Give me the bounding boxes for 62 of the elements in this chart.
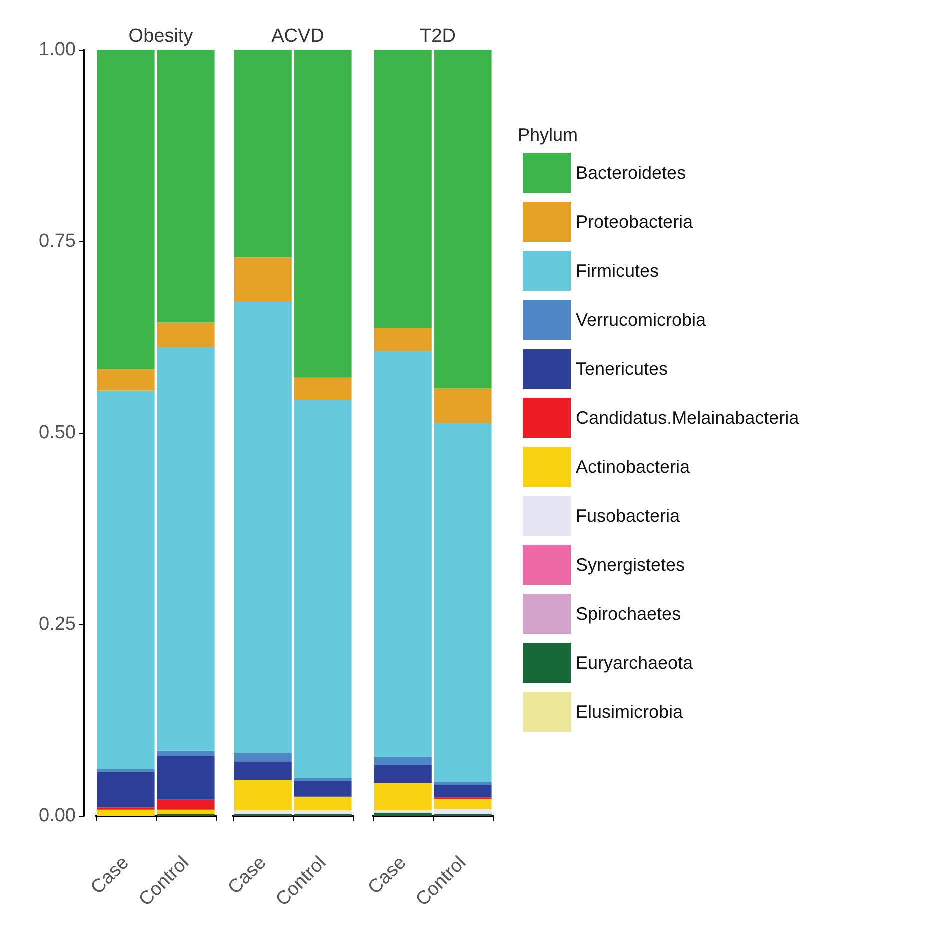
bar: [374, 757, 432, 766]
bar: [374, 351, 432, 758]
bar: [157, 50, 215, 323]
y-tick-label: 0.25: [39, 614, 76, 635]
bar: [294, 400, 352, 778]
bar: [157, 347, 215, 751]
bar: [294, 782, 352, 797]
bar: [294, 810, 352, 814]
bar: [434, 799, 492, 810]
bar: [294, 378, 352, 400]
legend-label: Proteobacteria: [576, 212, 694, 232]
bar: [157, 810, 215, 814]
bar: [434, 423, 492, 782]
bar: [97, 772, 155, 808]
bar: [434, 50, 492, 389]
legend-label: Tenericutes: [576, 359, 668, 379]
bar: [374, 783, 432, 811]
bar: [157, 800, 215, 810]
bar: [374, 328, 432, 352]
y-tick-label: 0.75: [39, 231, 76, 252]
legend-label: Verrucomicrobia: [576, 310, 708, 330]
bar: [157, 750, 215, 756]
legend-label: Actinobacteria: [576, 457, 692, 477]
bar: [434, 388, 492, 424]
legend-label: Elusimicrobia: [576, 702, 684, 722]
bar: [97, 50, 155, 370]
y-tick-label: 1.00: [39, 40, 76, 60]
bar: [434, 809, 492, 814]
y-tick-label: 0.00: [39, 806, 76, 826]
legend-label: Synergistetes: [576, 555, 686, 575]
bar: [97, 369, 155, 391]
bar: [234, 780, 292, 811]
chart-title: T2D: [420, 26, 456, 47]
bar: [97, 810, 155, 816]
legend-title: Phylum: [518, 125, 578, 145]
bar: [294, 778, 352, 782]
legend-label: Candidatus.Melainabacteria: [576, 408, 800, 428]
bar: [157, 756, 215, 800]
legend-label: Spirochaetes: [576, 604, 682, 624]
bar: [234, 762, 292, 780]
bar: [374, 812, 432, 816]
legend-label: Euryarchaeota: [576, 653, 694, 673]
bar: [234, 753, 292, 762]
chart-title: ACVD: [272, 26, 324, 47]
chart-title: Obesity: [128, 26, 194, 47]
bar: [97, 390, 155, 770]
bar: [434, 785, 492, 798]
legend-label: Bacteroidetes: [576, 163, 686, 183]
bar: [234, 258, 292, 302]
y-tick-label: 0.50: [39, 422, 76, 444]
bar: [294, 50, 352, 378]
legend-label: Firmicutes: [576, 261, 660, 281]
bar: [157, 322, 215, 348]
bar: [97, 769, 155, 772]
bar: [234, 302, 292, 754]
bar: [434, 782, 492, 786]
bar: [234, 50, 292, 258]
bar: [234, 810, 292, 814]
legend-label: Fusobacteria: [576, 506, 682, 526]
bar: [374, 765, 432, 784]
bar: [374, 50, 432, 328]
bar: [294, 796, 352, 811]
